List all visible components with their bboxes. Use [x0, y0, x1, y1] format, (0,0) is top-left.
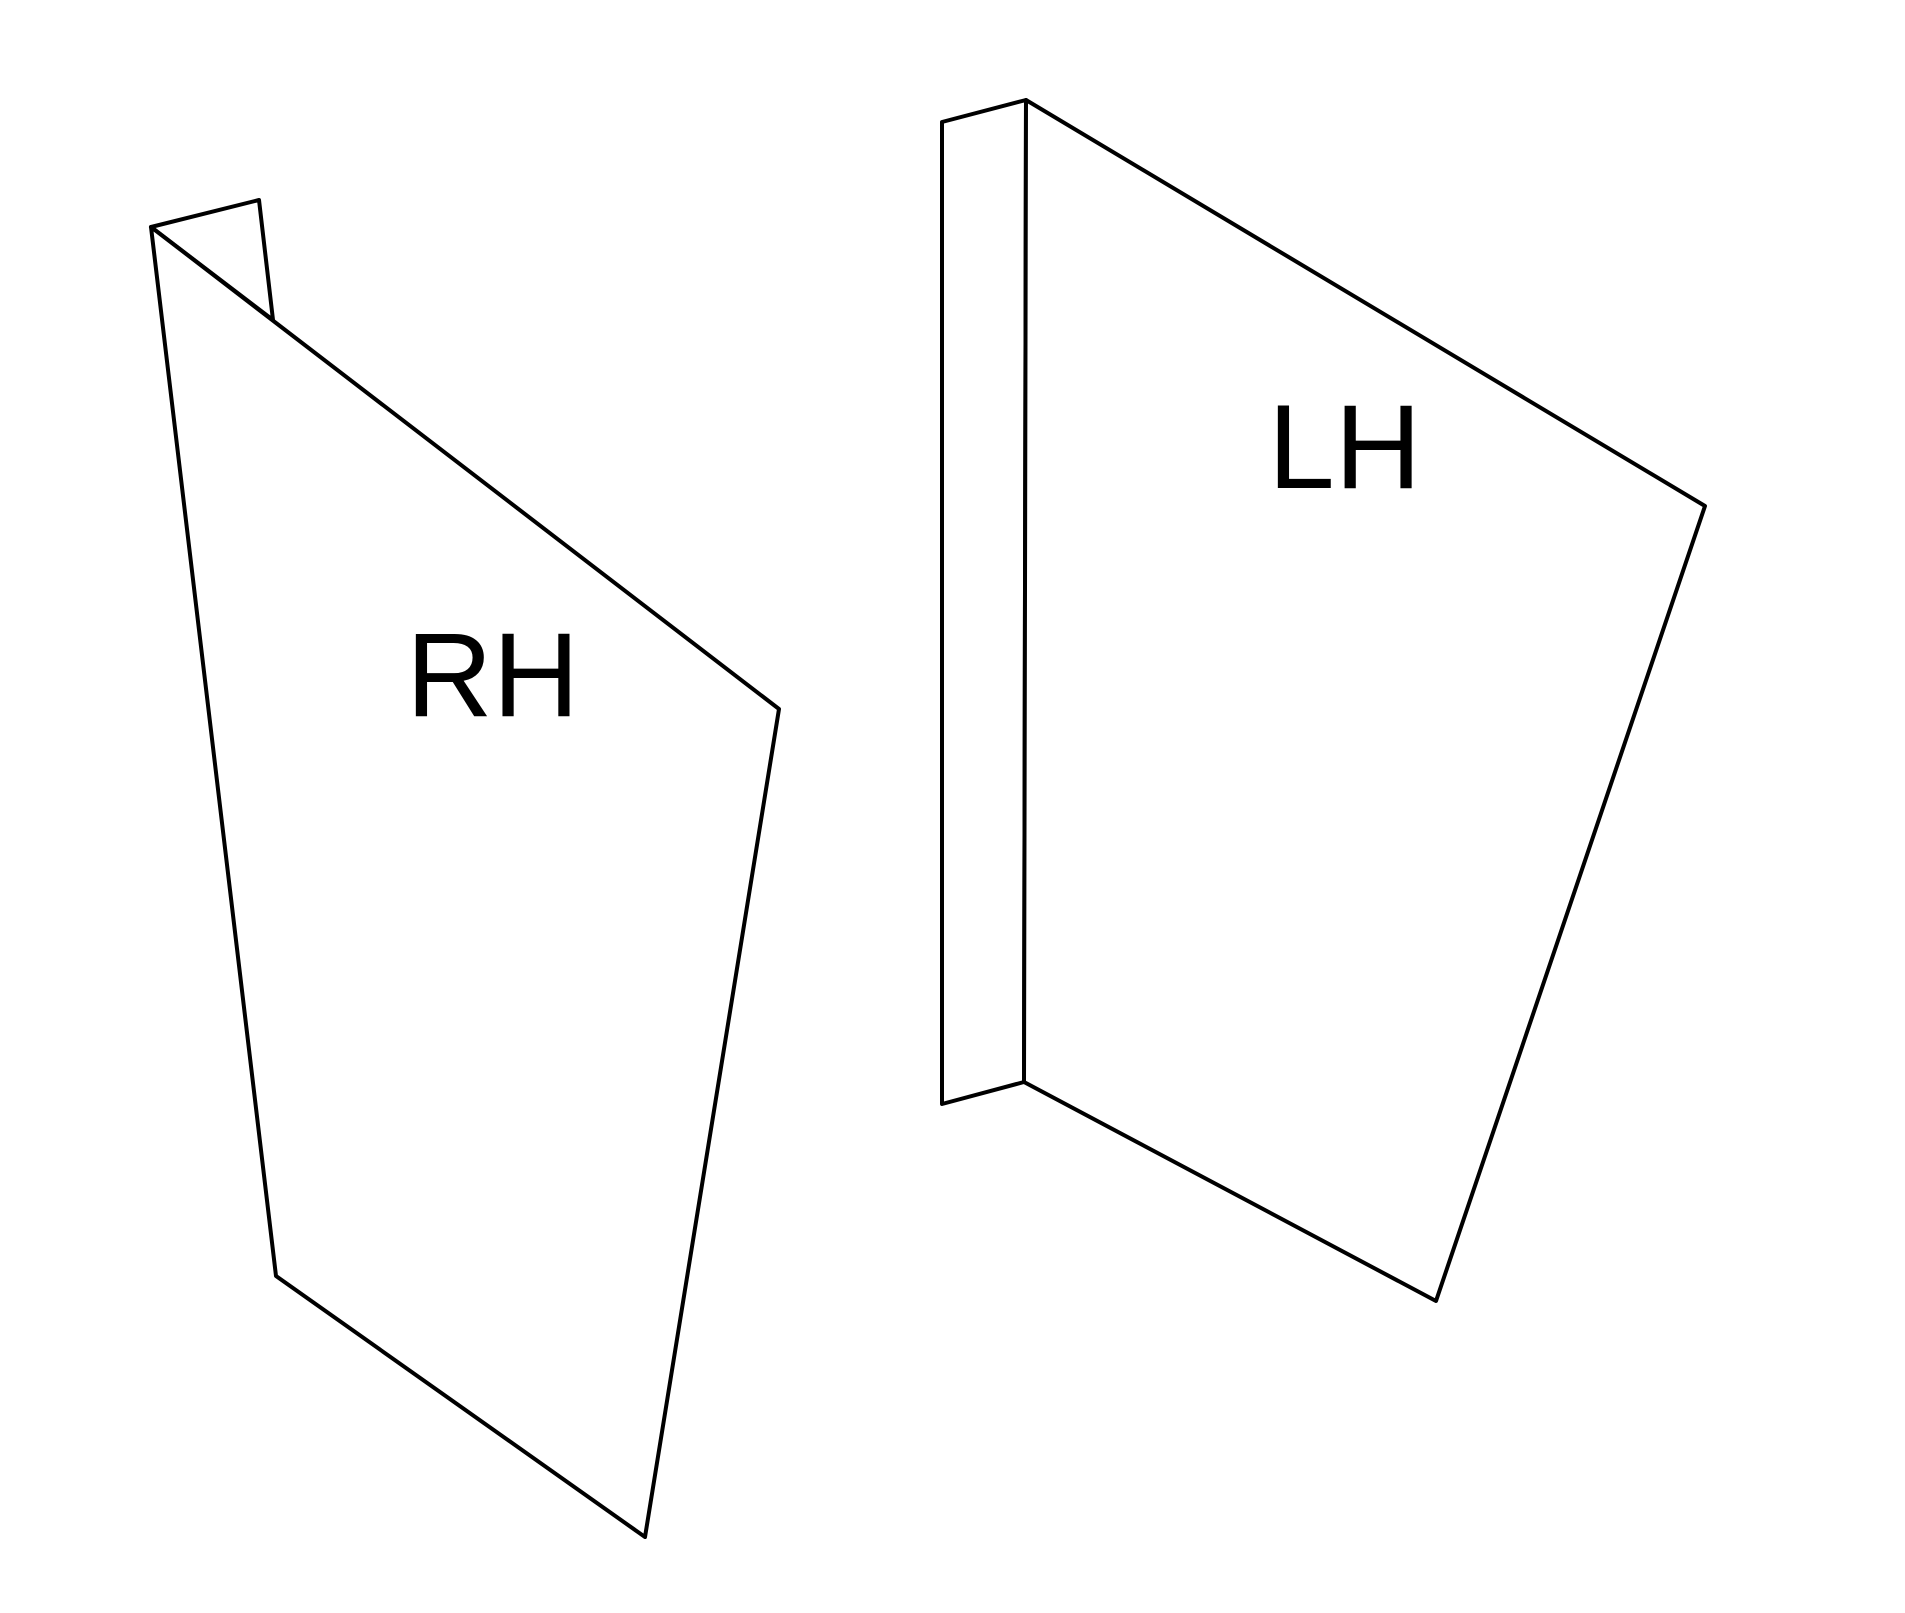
rh-bracket: RH — [149, 198, 781, 1539]
lh-bracket: LH — [940, 98, 1707, 1303]
lh-label: LH — [1268, 380, 1421, 514]
rh-label: RH — [406, 608, 579, 742]
lh-main-panel — [1022, 98, 1707, 1303]
rh-main-panel — [149, 225, 781, 1539]
lh-flange — [940, 98, 1028, 1106]
